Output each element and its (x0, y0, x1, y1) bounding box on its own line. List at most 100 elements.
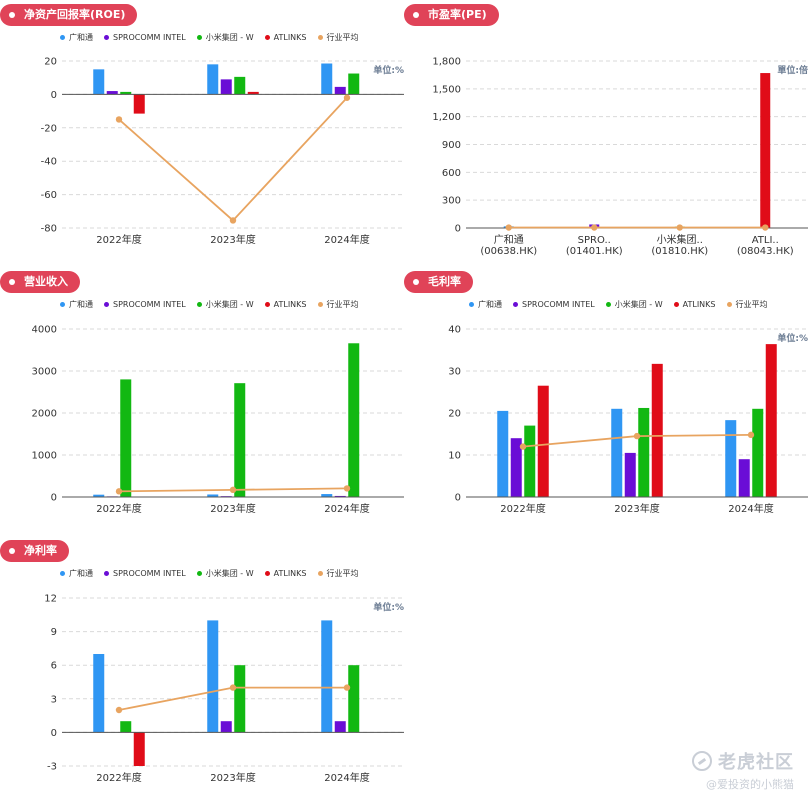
bar (234, 76, 246, 95)
legend-dot-icon (104, 570, 109, 576)
y-tick-label: 600 (442, 168, 461, 179)
y-tick-label: 3000 (32, 367, 57, 378)
legend-item[interactable]: SPROCOMM INTEL (513, 300, 595, 309)
average-marker (115, 706, 123, 714)
y-tick-label: 300 (442, 196, 461, 207)
legend-dot-icon (605, 301, 611, 307)
legend-item[interactable]: 行业平均 (726, 299, 768, 310)
bar (93, 494, 105, 497)
legend-label: ATLINKS (273, 568, 307, 578)
y-tick-label: 3 (51, 694, 57, 705)
roe-legend: 广和通 SPROCOMM INTEL 小米集团 - W ATLINKS 行业平均 (60, 31, 359, 43)
pe-panel: 市盈率(PE) 1,800 1,500 1,200 900 600 300 0 單位:倍 广和通… (404, 4, 808, 262)
bar (524, 425, 536, 497)
bar (334, 721, 346, 733)
pe-chart: 1,800 1,500 1,200 900 600 300 0 單位:倍广和通(00638.H… (432, 57, 808, 257)
bar (624, 452, 636, 497)
legend-item[interactable]: 广和通 (60, 32, 93, 43)
revenue-title-pill[interactable]: 营业收入 (0, 271, 80, 293)
bar (120, 91, 132, 95)
legend-label: SPROCOMM INTEL (522, 299, 595, 309)
legend-label: ATLINKS (273, 299, 307, 309)
legend-item[interactable]: ATLINKS (264, 33, 307, 42)
legend-item[interactable]: ATLINKS (264, 568, 307, 578)
legend-item[interactable]: 小米集团 - W (196, 299, 254, 310)
bar (207, 620, 219, 733)
legend-item[interactable]: 行业平均 (317, 299, 359, 310)
y-tick-label: 9 (51, 627, 57, 638)
legend-label: 小米集团 - W (205, 568, 254, 578)
gross-panel: 毛利率 广和通 SPROCOMM INTEL 小米集团 - W ATLINKS 行业平均… (404, 271, 808, 516)
bar (752, 408, 764, 497)
legend-item[interactable]: 行业平均 (317, 32, 359, 43)
legend-item[interactable]: 行业平均 (317, 568, 359, 579)
legend-label: 广和通 (69, 568, 93, 578)
legend-dot-icon (317, 570, 323, 576)
legend-item[interactable]: 广和通 (60, 568, 93, 579)
legend-item[interactable]: 广和通 (469, 299, 502, 310)
bar (133, 732, 145, 766)
legend-item[interactable]: SPROCOMM INTEL (104, 569, 186, 578)
average-marker (115, 116, 123, 123)
legend-label: 广和通 (69, 299, 93, 309)
y-tick-label: 40 (448, 325, 461, 336)
pe-title-pill[interactable]: 市盈率(PE) (404, 4, 499, 26)
legend-dot-icon (264, 34, 270, 40)
legend-dot-icon (673, 301, 679, 307)
pill-dot-icon (9, 279, 15, 285)
y-tick-label: 1,200 (432, 112, 461, 123)
legend-item[interactable]: SPROCOMM INTEL (104, 300, 186, 309)
bar (725, 420, 737, 497)
legend-label: 行业平均 (326, 32, 359, 42)
bar (321, 620, 333, 733)
net-title: 净利率 (24, 544, 57, 557)
bar (234, 383, 246, 497)
legend-dot-icon (317, 34, 323, 40)
roe-title-pill[interactable]: 净资产回报率(ROE) (0, 4, 138, 26)
legend-label: 行业平均 (326, 568, 359, 578)
legend-item[interactable]: ATLINKS (673, 300, 716, 309)
watermark: 老虎社区 @爱投资的小熊猫 (692, 748, 794, 792)
x-tick-label: 2024年度 (324, 233, 369, 246)
bar (738, 459, 750, 497)
legend-dot-icon (60, 570, 65, 576)
y-tick-label: 20 (44, 57, 57, 68)
x-tick-label: SPRO.. (01401.HK) (566, 235, 623, 257)
x-tick-label: 2024年度 (324, 771, 369, 784)
roe-title: 净资产回报率(ROE) (24, 8, 126, 21)
y-tick-label: 1,800 (432, 57, 461, 68)
average-marker (343, 684, 351, 691)
average-marker (229, 486, 237, 494)
gross-title-pill[interactable]: 毛利率 (404, 271, 473, 293)
legend-item[interactable]: 小米集团 - W (196, 568, 254, 579)
legend-item[interactable]: 小米集团 - W (196, 32, 254, 43)
bar (321, 63, 333, 95)
legend-item[interactable]: SPROCOMM INTEL (104, 33, 186, 42)
net-title-pill[interactable]: 净利率 (0, 540, 69, 562)
bar (321, 494, 333, 497)
bar (120, 721, 132, 733)
y-tick-label: 4000 (32, 325, 57, 336)
bar (537, 385, 549, 497)
legend-item[interactable]: 广和通 (60, 299, 93, 310)
legend-dot-icon (196, 34, 202, 40)
legend-dot-icon (726, 301, 732, 307)
legend-label: SPROCOMM INTEL (113, 32, 186, 42)
x-tick-label: 小米集团.. (01810.HK) (651, 233, 708, 257)
bar (638, 407, 650, 497)
legend-dot-icon (104, 34, 109, 40)
y-tick-label: 30 (448, 367, 461, 378)
legend-item[interactable]: 小米集团 - W (605, 299, 663, 310)
bar (611, 408, 623, 497)
bar (120, 379, 132, 497)
x-tick-label: 2024年度 (728, 502, 773, 515)
legend-item[interactable]: ATLINKS (264, 299, 307, 309)
pill-dot-icon (413, 12, 419, 18)
watermark-user: @爱投资的小熊猫 (706, 778, 794, 791)
average-marker (676, 224, 683, 231)
legend-label: 行业平均 (326, 299, 359, 309)
average-marker (229, 217, 237, 224)
bar (207, 494, 219, 497)
x-tick-label: 2022年度 (96, 233, 141, 246)
pill-dot-icon (413, 279, 419, 285)
